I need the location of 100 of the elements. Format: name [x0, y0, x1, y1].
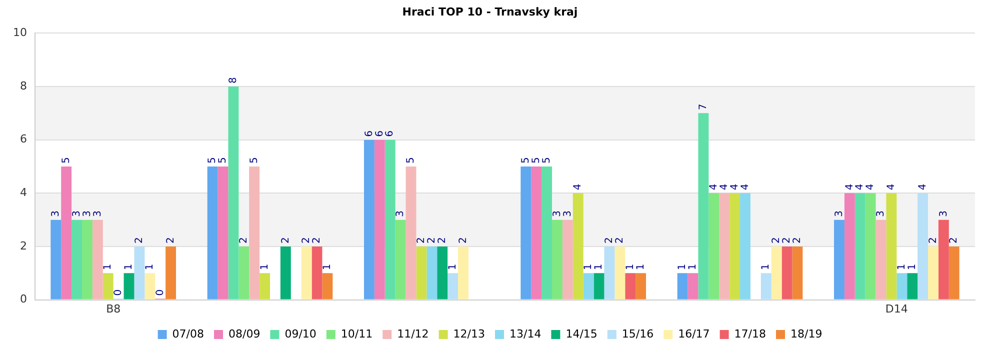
bar [238, 246, 250, 300]
y-tick-label: 2 [20, 239, 27, 252]
bar [50, 220, 62, 300]
data-label: 0 [154, 289, 166, 296]
bar [562, 220, 573, 300]
bar [782, 246, 792, 300]
data-label: 3 [82, 210, 93, 217]
data-label: 1 [594, 264, 605, 270]
data-label: 2 [426, 237, 438, 244]
data-label: 4 [844, 184, 856, 190]
data-label: 2 [280, 237, 292, 244]
legend-label: 08/09 [228, 327, 260, 340]
data-label: 4 [572, 184, 584, 190]
bar [312, 246, 322, 300]
data-label: 1 [624, 264, 636, 270]
bar [260, 273, 270, 300]
bar [395, 220, 406, 300]
data-label: 3 [938, 210, 950, 217]
bar [636, 273, 646, 300]
data-label: 4 [708, 184, 720, 190]
bar [166, 246, 176, 300]
data-label: 2 [458, 237, 469, 244]
bar [144, 273, 156, 300]
bar [280, 246, 291, 300]
bar [771, 246, 782, 300]
bar [384, 140, 396, 300]
bar [886, 193, 897, 300]
data-label: 1 [102, 264, 114, 270]
data-label: 1 [760, 264, 772, 270]
data-label: 2 [614, 237, 626, 244]
data-label: 1 [259, 264, 270, 270]
data-label: 3 [92, 210, 104, 217]
data-label: 2 [928, 237, 939, 244]
data-label: 1 [635, 264, 646, 270]
data-label: 5 [520, 157, 532, 164]
bar [698, 113, 709, 300]
data-label: 5 [406, 157, 417, 164]
data-label: 8 [228, 77, 240, 84]
bar [844, 193, 855, 300]
data-label: 4 [740, 184, 751, 190]
bar [760, 273, 772, 300]
data-label: 2 [782, 237, 793, 244]
data-label: 1 [124, 264, 135, 270]
data-label: 1 [906, 264, 918, 270]
bar [876, 220, 886, 300]
bar [730, 193, 740, 300]
data-label: 5 [530, 157, 542, 164]
data-label: 4 [917, 184, 928, 190]
bar [218, 166, 228, 300]
bar [458, 246, 468, 300]
legend-label: 11/12 [397, 327, 429, 340]
legend-label: 09/10 [284, 327, 316, 340]
y-tick-label: 4 [20, 186, 27, 200]
bar [249, 166, 260, 300]
x-tick-label: B8 [106, 302, 121, 316]
bar [928, 246, 938, 300]
bar [604, 246, 615, 300]
legend-label: 07/08 [172, 327, 204, 340]
bar [448, 273, 458, 300]
bar [688, 273, 698, 300]
bar [72, 220, 82, 300]
bar [719, 193, 730, 300]
legend-label: 17/18 [734, 327, 766, 340]
data-label: 1 [896, 264, 908, 270]
bar [583, 273, 594, 300]
data-label: 3 [562, 210, 574, 217]
data-label: 1 [688, 264, 699, 270]
bar [531, 166, 542, 300]
data-label: 2 [771, 237, 782, 244]
bar [677, 273, 688, 300]
bar [834, 220, 844, 300]
data-label: 2 [312, 237, 323, 244]
bar [865, 193, 876, 300]
data-label: 1 [583, 264, 594, 270]
data-label: 2 [792, 237, 804, 244]
data-label: 4 [854, 184, 866, 190]
y-tick-label: 10 [12, 26, 27, 40]
data-label: 2 [134, 237, 146, 244]
bar [740, 193, 750, 300]
data-label: 5 [218, 157, 229, 164]
legend-label: 18/19 [790, 327, 822, 340]
bar [364, 140, 374, 300]
bar [552, 220, 562, 300]
y-tick-label: 6 [20, 132, 27, 146]
data-label: 4 [886, 184, 898, 190]
data-label: 7 [698, 104, 710, 110]
y-tick-label: 0 [20, 292, 27, 306]
data-label: 2 [436, 237, 448, 244]
data-label: 3 [552, 210, 563, 217]
bar [918, 193, 928, 300]
bar [374, 140, 385, 300]
data-label: 1 [447, 264, 458, 270]
y-tick-label: 8 [20, 79, 27, 92]
data-label: 3 [834, 210, 845, 217]
chart-title: Hraci TOP 10 - Trnavsky kraj [402, 5, 578, 18]
data-label: 1 [322, 264, 334, 270]
bar [228, 86, 239, 300]
data-label: 2 [948, 237, 960, 244]
data-label: 5 [207, 157, 218, 164]
bar [102, 273, 114, 300]
